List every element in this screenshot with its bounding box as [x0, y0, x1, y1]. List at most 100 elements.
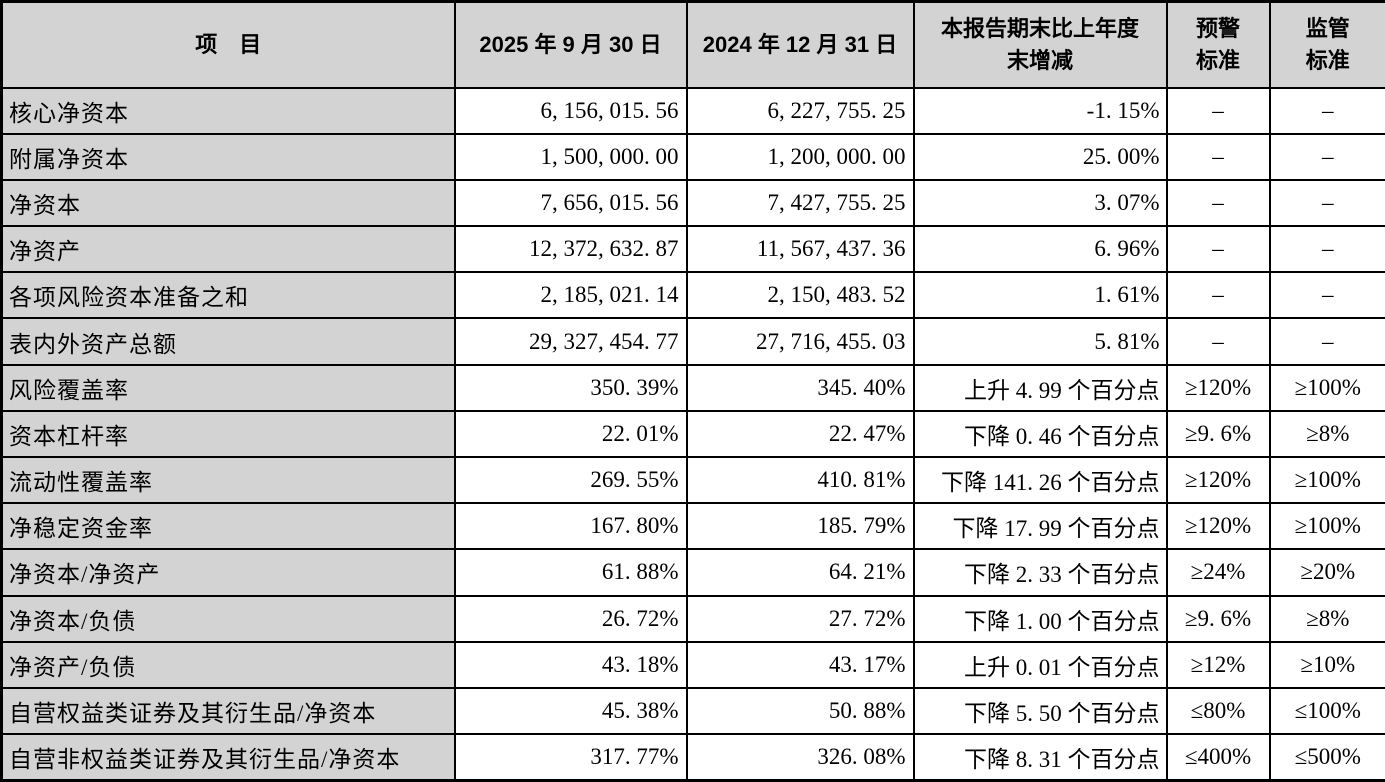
value-2024-cell: 185. 79%: [685, 502, 915, 551]
item-cell: 自营权益类证券及其衍生品/净资本: [0, 686, 456, 736]
table-row: 净资本/净资产 61. 88% 64. 21% 下降 2. 33 个百分点 ≥24% ≥2…: [0, 548, 1385, 597]
change-cell: 下降 0. 46 个百分点: [912, 409, 1168, 459]
regulatory-standard-cell: ≥8%: [1268, 409, 1385, 459]
value-2025-cell: 22. 01%: [453, 409, 688, 459]
item-cell: 净稳定资金率: [0, 502, 456, 551]
item-cell: 附属净资本: [0, 132, 456, 181]
regulatory-standard-cell: ≥8%: [1268, 594, 1385, 643]
change-cell: 25. 00%: [912, 132, 1168, 181]
value-2024-cell: 27. 72%: [685, 594, 915, 643]
header-item: 项 目: [0, 0, 456, 89]
item-cell: 自营非权益类证券及其衍生品/净资本: [0, 733, 456, 782]
value-2024-cell: 64. 21%: [685, 548, 915, 597]
value-2025-cell: 269. 55%: [453, 455, 688, 505]
table-row: 净资产 12, 372, 632. 87 11, 567, 437. 36 6. 96…: [0, 225, 1385, 274]
value-2025-cell: 2, 185, 021. 14: [453, 271, 688, 320]
value-2024-cell: 50. 88%: [685, 686, 915, 736]
value-2024-cell: 11, 567, 437. 36: [685, 225, 915, 274]
regulatory-standard-cell: –: [1268, 271, 1385, 320]
regulatory-standard-cell: –: [1268, 86, 1385, 135]
item-cell: 风险覆盖率: [0, 363, 456, 412]
value-2024-cell: 345. 40%: [685, 363, 915, 412]
warning-standard-cell: ≤400%: [1165, 733, 1271, 782]
table-row: 净资本 7, 656, 015. 56 7, 427, 755. 25 3. 07% –…: [0, 178, 1385, 228]
value-2025-cell: 29, 327, 454. 77: [453, 317, 688, 366]
regulatory-standard-cell: ≥100%: [1268, 502, 1385, 551]
table-row: 核心净资本 6, 156, 015. 56 6, 227, 755. 25 -1. 1…: [0, 86, 1385, 135]
item-cell: 净资本/净资产: [0, 548, 456, 597]
value-2024-cell: 1, 200, 000. 00: [685, 132, 915, 181]
value-2024-cell: 2, 150, 483. 52: [685, 271, 915, 320]
warning-standard-cell: –: [1165, 132, 1271, 181]
item-cell: 净资本/负债: [0, 594, 456, 643]
item-cell: 流动性覆盖率: [0, 455, 456, 505]
table-body: 核心净资本 6, 156, 015. 56 6, 227, 755. 25 -1. 1…: [0, 86, 1385, 782]
value-2024-cell: 6, 227, 755. 25: [685, 86, 915, 135]
header-change: 本报告期末比上年度 末增减: [912, 0, 1168, 89]
value-2025-cell: 61. 88%: [453, 548, 688, 597]
warning-standard-cell: –: [1165, 225, 1271, 274]
regulatory-standard-cell: ≥20%: [1268, 548, 1385, 597]
value-2024-cell: 43. 17%: [685, 640, 915, 689]
value-2025-cell: 45. 38%: [453, 686, 688, 736]
warning-standard-cell: ≥12%: [1165, 640, 1271, 689]
table-row: 自营非权益类证券及其衍生品/净资本 317. 77% 326. 08% 下降 8. 3…: [0, 733, 1385, 782]
change-cell: 下降 8. 31 个百分点: [912, 733, 1168, 782]
header-date-2025-09-30: 2025 年 9 月 30 日: [453, 0, 688, 89]
value-2024-cell: 22. 47%: [685, 409, 915, 459]
header-date-2024-12-31: 2024 年 12 月 31 日: [685, 0, 915, 89]
change-cell: 1. 61%: [912, 271, 1168, 320]
table-row: 各项风险资本准备之和 2, 185, 021. 14 2, 150, 483. 52…: [0, 271, 1385, 320]
warning-standard-cell: ≤80%: [1165, 686, 1271, 736]
value-2025-cell: 317. 77%: [453, 733, 688, 782]
warning-standard-cell: –: [1165, 86, 1271, 135]
item-cell: 净资本: [0, 178, 456, 228]
table-row: 资本杠杆率 22. 01% 22. 47% 下降 0. 46 个百分点 ≥9. 6% ≥8…: [0, 409, 1385, 459]
item-cell: 净资产/负债: [0, 640, 456, 689]
change-cell: 下降 2. 33 个百分点: [912, 548, 1168, 597]
regulatory-standard-cell: ≤500%: [1268, 733, 1385, 782]
warning-standard-cell: ≥120%: [1165, 363, 1271, 412]
warning-standard-cell: ≥9. 6%: [1165, 594, 1271, 643]
change-cell: 5. 81%: [912, 317, 1168, 366]
change-cell: 下降 5. 50 个百分点: [912, 686, 1168, 736]
value-2024-cell: 27, 716, 455. 03: [685, 317, 915, 366]
warning-standard-cell: ≥9. 6%: [1165, 409, 1271, 459]
value-2025-cell: 350. 39%: [453, 363, 688, 412]
item-cell: 各项风险资本准备之和: [0, 271, 456, 320]
value-2025-cell: 26. 72%: [453, 594, 688, 643]
change-cell: 上升 4. 99 个百分点: [912, 363, 1168, 412]
header-warning-standard: 预警 标准: [1165, 0, 1271, 89]
table-row: 表内外资产总额 29, 327, 454. 77 27, 716, 455. 03 5…: [0, 317, 1385, 366]
table-row: 附属净资本 1, 500, 000. 00 1, 200, 000. 00 25. 0…: [0, 132, 1385, 181]
value-2025-cell: 7, 656, 015. 56: [453, 178, 688, 228]
table-row: 净资本/负债 26. 72% 27. 72% 下降 1. 00 个百分点 ≥9. 6% ≥…: [0, 594, 1385, 643]
warning-standard-cell: –: [1165, 178, 1271, 228]
item-cell: 表内外资产总额: [0, 317, 456, 366]
table-row: 风险覆盖率 350. 39% 345. 40% 上升 4. 99 个百分点 ≥120% ≥…: [0, 363, 1385, 412]
change-cell: 下降 1. 00 个百分点: [912, 594, 1168, 643]
table-header: 项 目 2025 年 9 月 30 日 2024 年 12 月 31 日 本报告…: [0, 0, 1385, 89]
value-2025-cell: 43. 18%: [453, 640, 688, 689]
regulatory-standard-cell: –: [1268, 225, 1385, 274]
regulatory-standard-cell: –: [1268, 178, 1385, 228]
warning-standard-cell: ≥24%: [1165, 548, 1271, 597]
warning-standard-cell: –: [1165, 317, 1271, 366]
value-2025-cell: 6, 156, 015. 56: [453, 86, 688, 135]
value-2024-cell: 7, 427, 755. 25: [685, 178, 915, 228]
warning-standard-cell: ≥120%: [1165, 455, 1271, 505]
value-2024-cell: 410. 81%: [685, 455, 915, 505]
change-cell: -1. 15%: [912, 86, 1168, 135]
change-cell: 下降 141. 26 个百分点: [912, 455, 1168, 505]
item-cell: 核心净资本: [0, 86, 456, 135]
value-2025-cell: 167. 80%: [453, 502, 688, 551]
regulatory-standard-cell: ≥100%: [1268, 363, 1385, 412]
table-row: 流动性覆盖率 269. 55% 410. 81% 下降 141. 26 个百分点 ≥12…: [0, 455, 1385, 505]
item-cell: 净资产: [0, 225, 456, 274]
change-cell: 上升 0. 01 个百分点: [912, 640, 1168, 689]
warning-standard-cell: ≥120%: [1165, 502, 1271, 551]
item-cell: 资本杠杆率: [0, 409, 456, 459]
change-cell: 3. 07%: [912, 178, 1168, 228]
regulatory-standard-cell: ≥100%: [1268, 455, 1385, 505]
